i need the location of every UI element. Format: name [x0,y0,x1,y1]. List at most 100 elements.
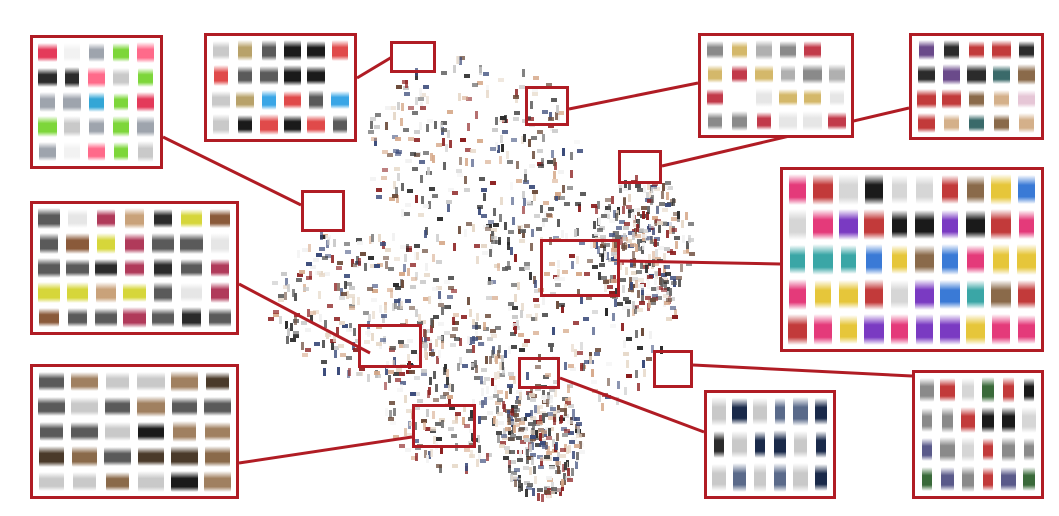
thumbnail [452,317,455,325]
thumbnail [637,290,640,298]
thumbnail [478,445,481,453]
thumbnail [590,241,593,249]
panel-dresses [912,370,1044,499]
thumbnail [638,284,644,288]
thumbnail [510,247,513,255]
thumbnail [415,195,418,203]
thumbnail [438,350,441,358]
thumbnail [430,427,436,431]
thumbnail [305,348,311,352]
thumbnail [429,352,435,356]
thumbnail [635,234,641,238]
thumbnail [316,253,322,257]
thumbnail [530,101,533,109]
thumbnail [371,298,377,302]
thumbnail [392,303,395,311]
thumbnail [688,235,691,243]
product-thumbnail [961,436,974,463]
product-thumbnail [204,422,230,441]
product-thumbnail [89,117,104,137]
thumbnail [414,153,420,157]
product-thumbnail [708,112,723,130]
thumbnail [339,321,345,325]
thumbnail [614,299,617,307]
thumbnail [426,96,429,104]
thumbnail [519,348,525,352]
thumbnail [544,272,550,276]
thumbnail [533,298,539,302]
thumbnail [399,444,405,448]
product-thumbnail [940,378,955,402]
thumbnail [519,267,525,271]
thumbnail [435,384,438,392]
thumbnail [364,340,370,344]
product-thumbnail [1002,436,1015,463]
thumbnail [555,461,561,465]
thumbnail [392,360,395,368]
thumbnail [374,264,380,268]
thumbnail [623,187,629,191]
thumbnail [466,222,472,226]
thumbnail [407,268,410,276]
thumbnail [626,239,632,243]
thumbnail [586,296,592,300]
product-thumbnail [137,42,154,63]
thumbnail [472,399,475,407]
thumbnail [470,149,476,153]
thumbnail [424,273,430,277]
product-thumbnail [756,112,771,130]
thumbnail [324,272,330,276]
thumbnail [613,231,619,235]
thumbnail [452,420,458,424]
thumbnail [522,206,525,214]
product-thumbnail [840,245,857,274]
thumbnail [491,228,497,232]
thumbnail [525,489,528,497]
thumbnail [467,336,470,344]
connector-jewelry [568,81,699,111]
thumbnail [537,405,543,409]
thumbnail [599,263,605,267]
thumbnail [483,72,489,76]
thumbnail [511,283,517,287]
thumbnail [637,247,643,251]
product-thumbnail [210,232,229,254]
thumbnail [491,240,497,244]
thumbnail [576,256,579,264]
thumbnail [612,313,615,321]
product-thumbnail [942,88,961,109]
thumbnail [642,211,645,219]
thumbnail [647,206,650,214]
thumbnail [540,458,543,466]
thumbnail [462,96,468,100]
thumbnail [557,452,560,460]
thumbnail [518,226,521,234]
thumbnail [558,170,564,174]
thumbnail [376,195,382,199]
product-thumbnail [39,308,60,327]
thumbnail [286,336,289,344]
thumbnail [432,194,438,198]
product-thumbnail [96,209,116,228]
product-thumbnail [67,282,88,304]
product-thumbnail [969,113,984,132]
thumbnail [647,182,650,190]
product-thumbnail [180,232,203,254]
thumbnail [522,343,528,347]
product-thumbnail [204,446,230,467]
thumbnail [293,334,299,338]
thumbnail [559,277,565,281]
product-thumbnail [39,372,65,391]
product-thumbnail [153,209,173,228]
product-thumbnail [922,467,933,491]
thumbnail [441,128,447,132]
thumbnail [598,217,601,225]
thumbnail [542,445,548,449]
thumbnail [281,272,287,276]
thumbnail [393,181,396,189]
product-thumbnail [138,141,153,162]
thumbnail [562,185,565,193]
product-thumbnail [794,431,807,458]
thumbnail [524,224,530,228]
thumbnail [556,105,559,113]
